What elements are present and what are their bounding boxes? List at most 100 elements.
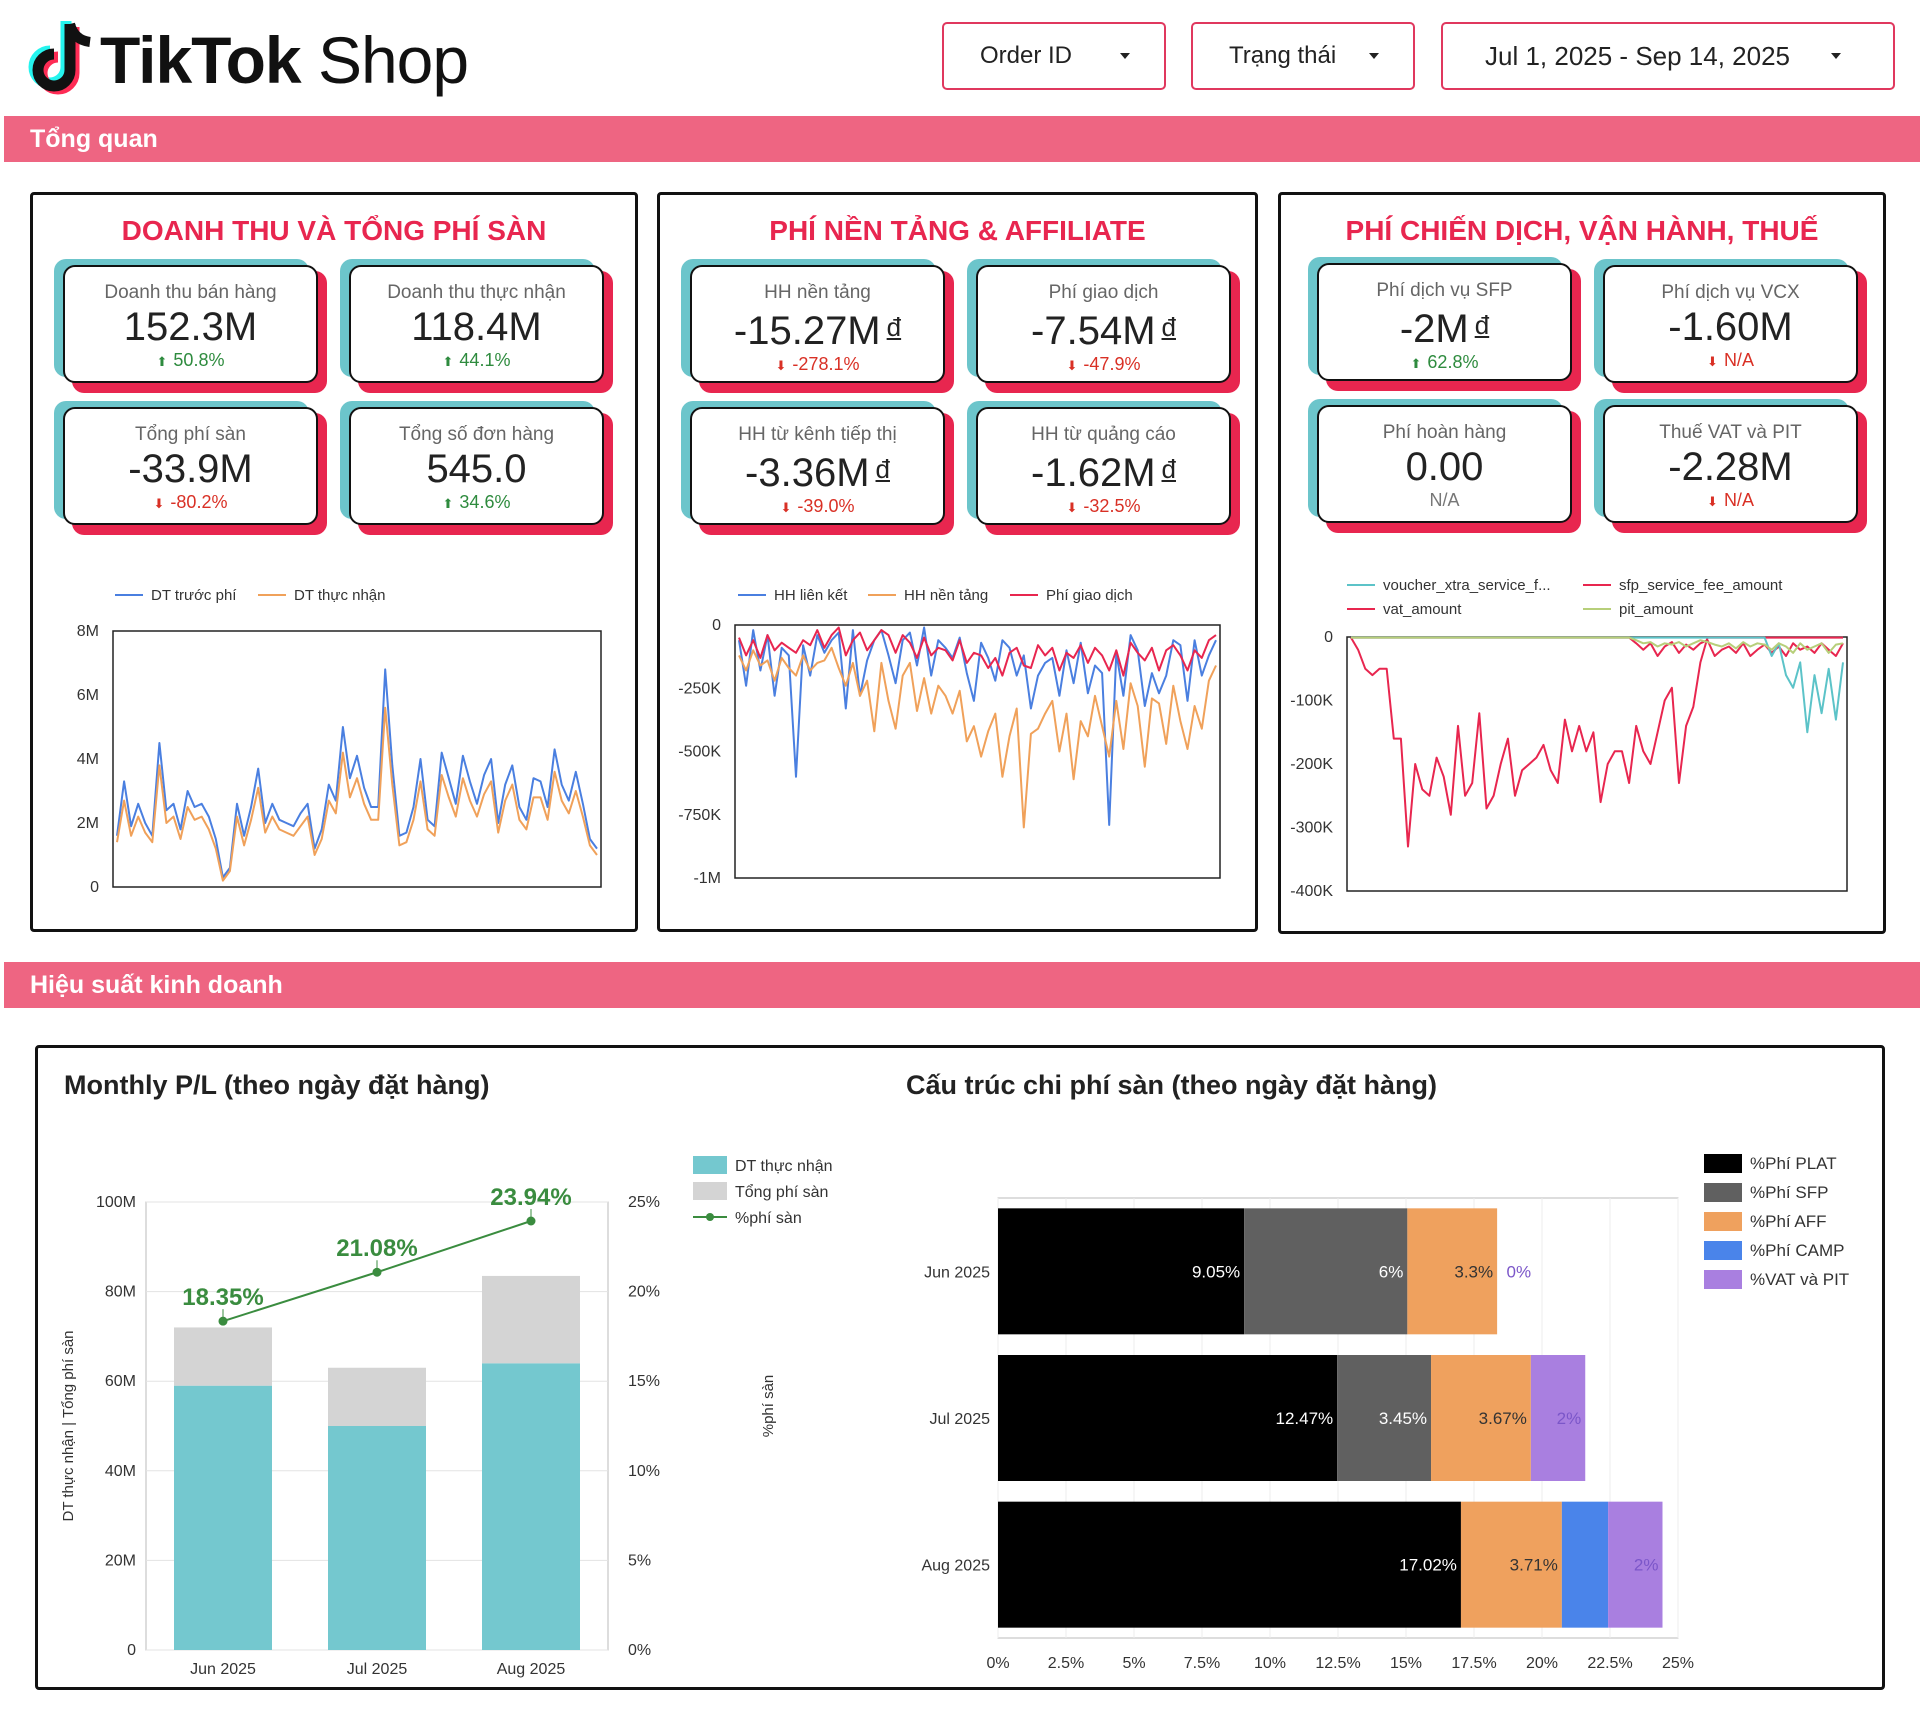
kpi-label: Phí hoàn hàng	[1382, 422, 1507, 443]
status-label: Trạng thái	[1229, 42, 1337, 69]
legend-label: %Phí PLAT	[1750, 1154, 1837, 1173]
arrow-up-icon: ⬆	[156, 354, 168, 369]
y-tick-label: -1M	[693, 870, 721, 887]
status-dropdown[interactable]: Trạng thái	[1191, 22, 1415, 90]
legend-label: DT thực nhận	[735, 1158, 833, 1175]
kpi-card: Phí giao dịch -7.54M đ ⬇ -47.9%	[967, 259, 1240, 393]
pct-fee-label: 23.94%	[490, 1184, 571, 1211]
kpi-label: HH từ quảng cáo	[1031, 424, 1176, 445]
kpi-card: Phí dịch vụ VCX -1.60M ⬇ N/A	[1594, 259, 1867, 393]
y-tick-label: -500K	[678, 744, 721, 761]
kpi-value: 118.4M	[411, 305, 542, 349]
section-performance: Hiệu suất kinh doanh	[4, 962, 1920, 1008]
kpi-value: 152.3M	[123, 305, 258, 349]
y2-tick-label: 20%	[628, 1284, 660, 1301]
kpi-card-body: HH nền tảng -15.27M đ ⬇ -278.1%	[690, 265, 945, 383]
kpi-label: Tổng số đơn hàng	[398, 424, 555, 445]
bar-tong-phi-san	[482, 1275, 580, 1364]
monthly-pl-title: Monthly P/L (theo ngày đặt hàng)	[64, 1070, 490, 1100]
segment-label: 2%	[1557, 1409, 1582, 1428]
y-tick-label: 40M	[105, 1463, 136, 1480]
legend-label: HH nền tảng	[904, 587, 988, 604]
y-tick-label: -750K	[678, 807, 721, 824]
kpi-change: ⬆ 44.1%	[442, 350, 511, 370]
y-tick-label: Aug 2025	[921, 1558, 990, 1575]
y-tick-label: -100K	[1290, 693, 1333, 710]
series-line-ph-giao-d-ch	[738, 626, 1217, 677]
kpi-value: 545.0	[426, 447, 527, 491]
performance-panel: Monthly P/L (theo ngày đặt hàng) Cấu trú…	[35, 1045, 1885, 1690]
kpi-change: ⬇ -39.0%	[780, 496, 855, 516]
legend-label: DT trước phí	[151, 587, 237, 604]
y2-tick-label: 10%	[628, 1463, 660, 1480]
series-line-sfp-service-fee-amount	[1350, 636, 1843, 848]
segment-label: 3.67%	[1479, 1409, 1527, 1428]
pct-fee-point	[526, 1216, 536, 1226]
legend-swatch	[1704, 1183, 1742, 1202]
bar-segment-ph-aff	[1431, 1355, 1531, 1481]
x-tick-label: 2.5%	[1048, 1655, 1084, 1672]
x-tick-label: 10%	[1254, 1655, 1286, 1672]
x-tick-label: Aug 2025	[497, 1661, 566, 1678]
y-tick-label: 0	[127, 1642, 136, 1659]
legend-swatch	[1704, 1154, 1742, 1173]
series-line-dt-tr-c-ph-	[116, 668, 598, 879]
kpi-value: -2M đ	[1399, 307, 1490, 351]
x-tick-label: 22.5%	[1587, 1655, 1632, 1672]
legend-label: sfp_service_fee_amount	[1619, 577, 1783, 594]
bar-tong-phi-san	[328, 1367, 426, 1426]
x-tick-label: 25%	[1662, 1655, 1694, 1672]
legend-swatch-dot	[706, 1213, 714, 1221]
legend-label: voucher_xtra_service_f...	[1383, 577, 1551, 594]
y-tick-label: -400K	[1290, 883, 1333, 900]
date-range-picker[interactable]: Jul 1, 2025 - Sep 14, 2025	[1441, 22, 1895, 90]
y2-axis-label: %phí sàn	[760, 1375, 777, 1438]
segment-label: 9.05%	[1192, 1262, 1240, 1281]
segment-label: 3.71%	[1510, 1556, 1558, 1575]
monthly-pl-combo-chart: 100M 25% 80M 20% 60M 15% 40M 10% 20M 5% 0 0% DT thực…	[60, 1156, 833, 1678]
y-tick-label: 0	[712, 617, 721, 634]
y-tick-label: 8M	[77, 623, 99, 640]
kpi-card-body: Phí dịch vụ VCX -1.60M ⬇ N/A	[1603, 265, 1858, 383]
kpi-card-body: HH từ kênh tiếp thị -3.36M đ ⬇ -39.0%	[690, 407, 945, 525]
bar-segment-ph-aff	[1460, 1501, 1562, 1628]
plot-frame	[734, 624, 1221, 879]
arrow-down-icon: ⬇	[1707, 354, 1718, 369]
y-tick-label: 2M	[77, 815, 99, 832]
y-tick-label: -300K	[1290, 820, 1333, 837]
bar-tong-phi-san	[174, 1327, 272, 1386]
y2-tick-label: 25%	[628, 1194, 660, 1211]
arrow-up-icon: ⬆	[1410, 356, 1422, 371]
legend-label: Tổng phí sàn	[735, 1183, 828, 1201]
panel-title: PHÍ CHIẾN DỊCH, VẬN HÀNH, THUẾ	[1345, 215, 1819, 246]
legend-swatch	[693, 1182, 727, 1200]
legend-swatch	[1704, 1270, 1742, 1289]
legend-label: DT thực nhận	[294, 587, 385, 604]
kpi-change: ⬆ 34.6%	[442, 492, 511, 512]
currency-symbol: đ	[1474, 310, 1490, 340]
chevron-down-icon	[1120, 53, 1130, 59]
revenue-line-chart: DT trước phí DT thực nhận 8M 6M 4M 2M 0	[77, 587, 602, 896]
kpi-card: Thuế VAT và PIT -2.28M ⬇ N/A	[1594, 399, 1867, 533]
chevron-down-icon	[1831, 53, 1841, 59]
x-tick-label: 17.5%	[1451, 1655, 1496, 1672]
kpi-card-body: Thuế VAT và PIT -2.28M ⬇ N/A	[1603, 405, 1858, 523]
order-id-dropdown[interactable]: Order ID	[942, 22, 1166, 90]
date-range-label: Jul 1, 2025 - Sep 14, 2025	[1485, 40, 1791, 71]
bar-segment-ph-plat	[998, 1355, 1338, 1481]
y2-tick-label: 15%	[628, 1373, 660, 1390]
kpi-card-body: Doanh thu thực nhận 118.4M ⬆ 44.1%	[349, 265, 604, 383]
campaign-fee-line-chart: voucher_xtra_service_f... sfp_service_fee…	[1290, 577, 1848, 900]
kpi-label: Phí dịch vụ VCX	[1661, 282, 1800, 303]
section-overview: Tổng quan	[4, 116, 1920, 162]
segment-label: 3.3%	[1454, 1262, 1493, 1281]
order-id-label: Order ID	[980, 42, 1073, 69]
x-tick-label: 7.5%	[1184, 1655, 1220, 1672]
kpi-label: HH nền tảng	[764, 282, 871, 303]
segment-label: 0%	[1507, 1262, 1532, 1281]
kpi-value: -7.54M đ	[1031, 309, 1176, 353]
kpi-change: ⬇ N/A	[1707, 490, 1754, 510]
segment-label: 3.45%	[1379, 1409, 1427, 1428]
bar-segment-ph-camp	[1561, 1501, 1609, 1628]
kpi-card-body: Phí hoàn hàng 0.00 N/A	[1317, 405, 1572, 523]
